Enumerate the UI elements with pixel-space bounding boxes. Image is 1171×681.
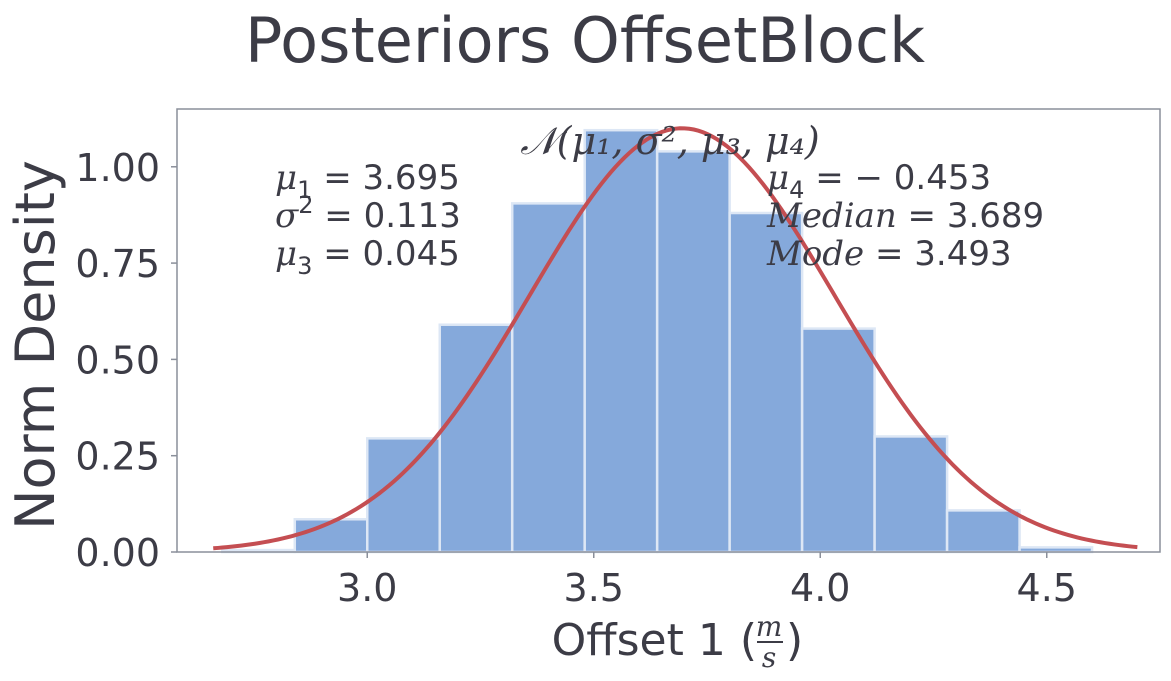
y-tick-label: 0.25 xyxy=(75,435,160,479)
x-axis-ticks: 3.0 3.5 4.0 4.5 xyxy=(337,552,1077,610)
histogram-bar xyxy=(438,323,514,554)
stat-annotation: μ4 = − 0.453 xyxy=(767,158,991,204)
y-tick-label: 0.50 xyxy=(75,338,160,382)
stat-annotation: μ3 = 0.045 xyxy=(275,234,460,280)
x-axis-label-suffix: ) xyxy=(786,615,803,666)
histogram-bars xyxy=(221,128,1094,554)
plot-area-frame xyxy=(176,108,1161,553)
x-axis-label-unit-numerator: m xyxy=(756,610,783,643)
x-axis-label-unit-denominator: s xyxy=(762,641,776,674)
normal-fit-curve xyxy=(213,126,1138,551)
x-axis-label: Offset 1 ( m s ) xyxy=(552,610,804,674)
stat-annotation: Mode = 3.493 xyxy=(766,234,1012,274)
x-tick-label: 4.0 xyxy=(790,566,850,610)
x-tick-label: 3.5 xyxy=(564,566,624,610)
x-tick-label: 4.5 xyxy=(1017,566,1077,610)
histogram-bar xyxy=(873,435,949,554)
distribution-formula: 𝒩(μ₁, σ², μ₃, μ₄) xyxy=(520,119,820,163)
y-tick-label: 1.00 xyxy=(75,146,160,190)
y-tick-label: 0.75 xyxy=(75,242,160,286)
y-tick-label: 0.00 xyxy=(75,531,160,575)
y-axis-ticks: 0.00 0.25 0.50 0.75 1.00 xyxy=(75,146,177,575)
chart-title: Posteriors OffsetBlock xyxy=(245,4,925,77)
x-tick-label: 3.0 xyxy=(337,566,397,610)
stat-annotation: σ2 = 0.113 xyxy=(275,191,461,236)
histogram-bar xyxy=(800,327,876,554)
histogram-bar xyxy=(655,150,731,554)
stat-annotation: Median = 3.689 xyxy=(766,196,1044,236)
histogram-bar xyxy=(945,509,1021,554)
histogram-bar xyxy=(510,202,586,554)
histogram-bar xyxy=(728,211,804,554)
y-axis-label: Norm Density xyxy=(4,160,67,530)
stat-annotation: μ1 = 3.695 xyxy=(275,158,460,204)
x-axis-label-prefix: Offset 1 ( xyxy=(552,615,757,666)
histogram-bar xyxy=(583,128,659,554)
